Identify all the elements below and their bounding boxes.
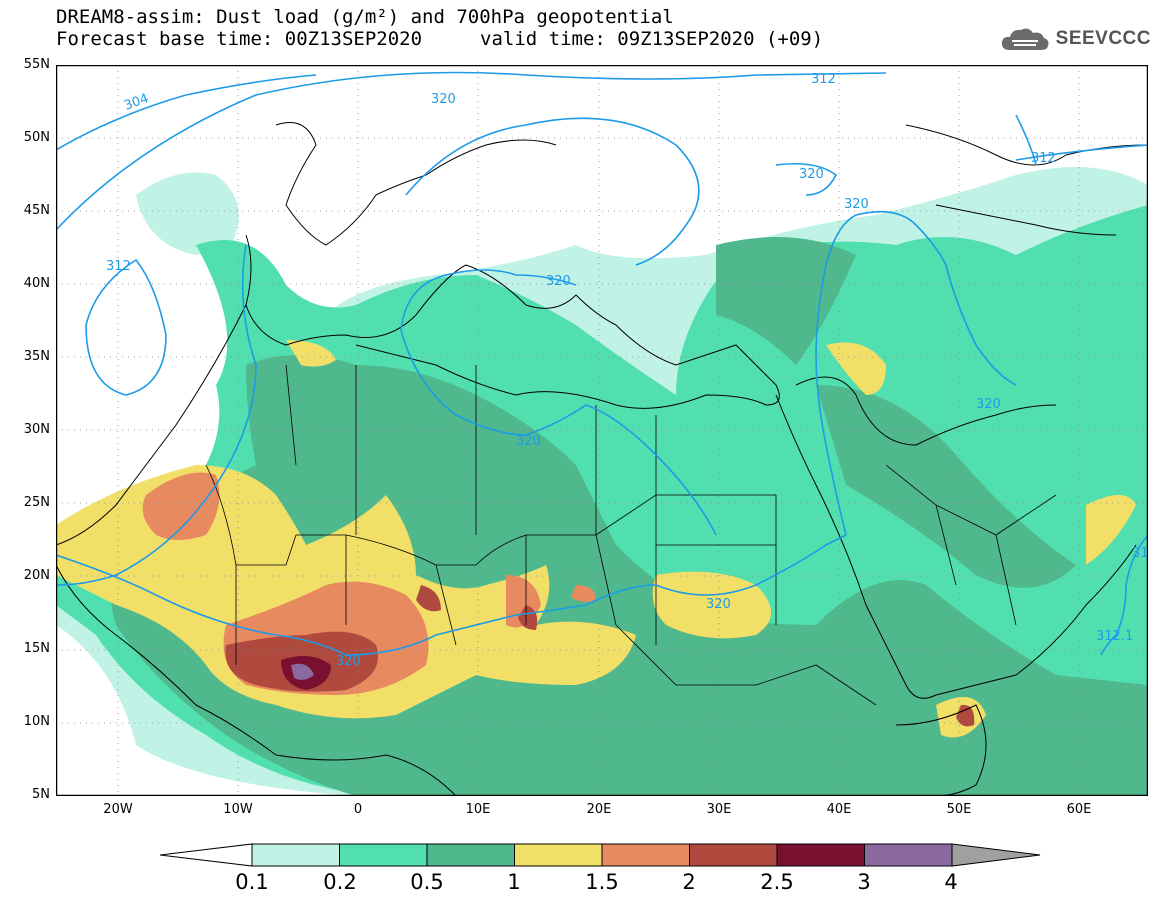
lon-label: 10E xyxy=(465,802,491,817)
contour-label: 312 xyxy=(106,259,131,274)
lon-label: 40E xyxy=(826,802,852,817)
lat-label: 55N xyxy=(23,57,50,72)
lon-label: 60E xyxy=(1066,802,1092,817)
colorbar-low-arrow xyxy=(160,843,253,867)
cloud-icon xyxy=(1001,28,1049,50)
lon-label: 30E xyxy=(706,802,732,817)
colorbar-high-arrow xyxy=(951,843,1041,867)
lat-label: 10N xyxy=(23,714,50,729)
coastlines xyxy=(56,122,1148,796)
forecast-base-time: Forecast base time: 00Z13SEP2020 xyxy=(56,28,423,50)
colorbar-label: 0.2 xyxy=(323,870,357,894)
contour-label: 312 xyxy=(1031,151,1056,166)
colorbar-cell xyxy=(689,843,778,867)
lat-label: 45N xyxy=(23,203,50,218)
seevccc-logo: SEEVCCC xyxy=(1000,26,1151,52)
colorbar-label: 4 xyxy=(944,870,958,894)
colorbar-label: 1.5 xyxy=(585,870,619,894)
lon-label: 20E xyxy=(586,802,612,817)
dust-load-map: 304 312 320 320 320 320 320 312 320 320 … xyxy=(56,65,1148,796)
lat-label: 30N xyxy=(23,422,50,437)
lon-label: 50E xyxy=(946,802,972,817)
logo-text: SEEVCCC xyxy=(1055,28,1151,49)
colorbar-cell xyxy=(426,843,515,867)
lat-label: 40N xyxy=(23,276,50,291)
lon-label: 20W xyxy=(103,802,133,817)
contour-label: 31 xyxy=(1132,546,1148,561)
lat-label: 5N xyxy=(32,787,50,802)
colorbar-cell xyxy=(339,843,428,867)
contour-label: 320 xyxy=(844,197,869,212)
colorbar-label: 2.5 xyxy=(760,870,794,894)
geopotential-contours xyxy=(56,71,1148,656)
lon-label: 10W xyxy=(223,802,253,817)
colorbar xyxy=(160,843,1041,867)
contour-label: 320 xyxy=(976,397,1001,412)
colorbar-cell xyxy=(601,843,690,867)
gridlines xyxy=(56,65,1148,796)
colorbar-cell xyxy=(776,843,865,867)
country-borders xyxy=(205,364,1057,706)
contour-label: 320 xyxy=(799,167,824,182)
contour-label: 320 xyxy=(431,92,456,107)
map-title: DREAM8-assim: Dust load (g/m²) and 700hP… xyxy=(56,6,674,28)
contour-label: 320 xyxy=(516,434,541,449)
contour-label: 320 xyxy=(546,274,571,289)
colorbar-label: 3 xyxy=(857,870,871,894)
dust-fill-level8 xyxy=(291,663,314,680)
lat-label: 15N xyxy=(23,641,50,656)
lat-label: 35N xyxy=(23,349,50,364)
colorbar-cell xyxy=(514,843,603,867)
contour-label: 320 xyxy=(706,597,731,612)
valid-time: valid time: 09Z13SEP2020 (+09) xyxy=(480,28,824,50)
map-frame xyxy=(56,65,1148,796)
contour-label: 320 xyxy=(336,654,361,669)
colorbar-cell xyxy=(251,843,340,867)
colorbar-label: 0.5 xyxy=(410,870,444,894)
colorbar-cell xyxy=(864,843,953,867)
lat-label: 25N xyxy=(23,495,50,510)
lat-label: 20N xyxy=(23,568,50,583)
contour-label: 312.1 xyxy=(1096,629,1133,644)
lon-label: 0 xyxy=(353,802,363,817)
colorbar-label: 0.1 xyxy=(235,870,269,894)
colorbar-label: 2 xyxy=(682,870,696,894)
lat-label: 50N xyxy=(23,130,50,145)
contour-label: 312 xyxy=(811,72,836,87)
colorbar-label: 1 xyxy=(507,870,521,894)
